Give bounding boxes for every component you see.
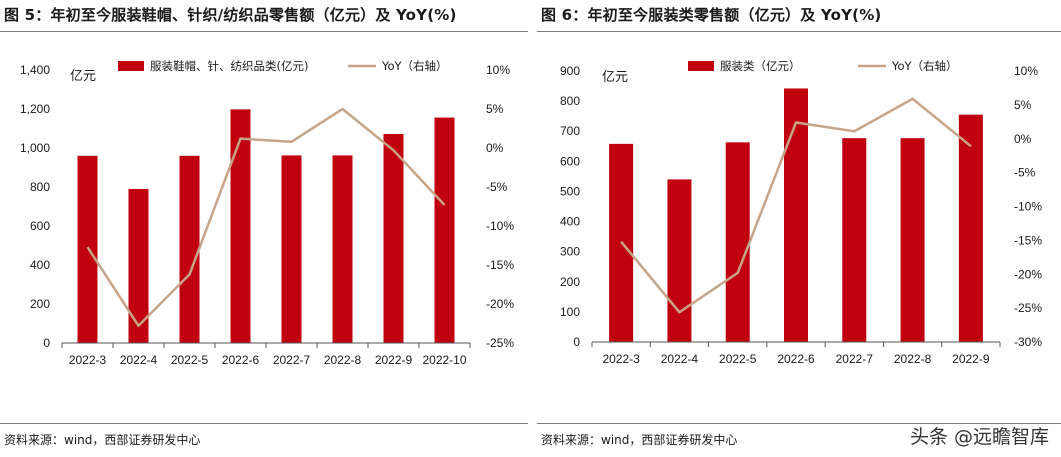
y-tick-label: 900 <box>560 64 580 78</box>
y-tick-label: 600 <box>30 219 50 233</box>
chart-source: 资料来源：wind，西部证券研发中心 <box>4 433 201 447</box>
y-tick-label: 600 <box>560 154 580 168</box>
yoy-series-line <box>86 107 446 328</box>
bottom-rule <box>0 423 528 424</box>
x-tick-label: 2022-7 <box>273 353 311 367</box>
legend-bar-swatch <box>118 61 144 71</box>
bar <box>725 142 750 342</box>
x-tick-label: 2022-5 <box>171 353 209 367</box>
y-tick-label: 400 <box>560 215 580 229</box>
chart-figure-5: 服装鞋帽、针、纺织品类(亿元) YoY（右轴） 亿元 0 200 400 600 800 1,0… <box>20 59 514 367</box>
chart-source: 资料来源：wind，西部证券研发中心 <box>541 433 738 447</box>
y-tick-label: 0 <box>43 336 50 350</box>
x-tick-label: 2022-3 <box>602 352 640 366</box>
bar <box>434 117 455 343</box>
x-tick-label: 2022-3 <box>69 353 107 367</box>
x-tick-label: 2022-9 <box>375 353 413 367</box>
y-tick-label: 1,000 <box>20 141 50 155</box>
bar <box>667 179 692 342</box>
y2-tick-label: 0% <box>1014 132 1032 146</box>
x-tick-label: 2022-9 <box>952 352 990 366</box>
y-tick-label: 500 <box>560 184 580 198</box>
x-tick-label: 2022-10 <box>422 353 466 367</box>
y2-tick-label: -25% <box>1014 301 1042 315</box>
bar <box>784 88 808 342</box>
y-tick-label: 0 <box>573 335 580 349</box>
x-tick-label: 2022-8 <box>894 352 932 366</box>
y2-tick-label: -20% <box>486 297 514 311</box>
top-rule <box>0 31 528 32</box>
x-tick-label: 2022-4 <box>120 353 158 367</box>
legend-line-label: YoY（右轴） <box>891 59 958 73</box>
y-tick-label: 100 <box>560 305 580 319</box>
bar <box>383 133 404 343</box>
y-tick-label: 800 <box>30 180 50 194</box>
x-tick-label: 2022-6 <box>222 353 260 367</box>
chart-title: 图 6：年初至今服装类零售额（亿元）及 YoY(%) <box>541 6 882 24</box>
watermark-text: 头条 @远瞻智库 <box>909 426 1049 448</box>
y2-tick-label: -15% <box>486 258 514 272</box>
y2-tick-label: -25% <box>486 336 514 350</box>
x-tick-label: 2022-6 <box>777 352 815 366</box>
bottom-rule <box>537 423 1061 424</box>
legend-bar-swatch <box>688 61 714 71</box>
x-tick-label: 2022-7 <box>836 352 874 366</box>
y2-tick-label: -5% <box>486 180 508 194</box>
y2-tick-label: 10% <box>1014 64 1038 78</box>
y2-tick-label: -5% <box>1014 166 1036 180</box>
legend-bar-label: 服装鞋帽、针、纺织品类(亿元) <box>150 59 308 73</box>
bar <box>128 188 149 343</box>
x-tick-label: 2022-5 <box>719 352 757 366</box>
legend-line-label: YoY（右轴） <box>381 59 448 73</box>
y2-tick-label: 5% <box>486 102 504 116</box>
y-tick-label: 300 <box>560 245 580 259</box>
legend-bar-label: 服装类（亿元） <box>720 59 801 73</box>
y-tick-label: 1,400 <box>20 63 50 77</box>
y2-tick-label: 10% <box>486 63 510 77</box>
chart-panel-figure-5: 图 5：年初至今服装鞋帽、针织/纺织品零售额（亿元）及 YoY(%) 服装鞋帽、… <box>0 0 528 457</box>
y2-tick-label: 0% <box>486 141 504 155</box>
y2-tick-label: -10% <box>486 219 514 233</box>
x-tick-label: 2022-4 <box>661 352 699 366</box>
bar <box>842 138 867 342</box>
y2-tick-label: 5% <box>1014 98 1032 112</box>
y-axis-unit: 亿元 <box>70 69 96 84</box>
y-axis-unit: 亿元 <box>602 70 628 85</box>
x-tick-label: 2022-8 <box>324 353 362 367</box>
y2-tick-label: -15% <box>1014 233 1042 247</box>
bar <box>77 155 98 343</box>
y-tick-label: 700 <box>560 124 580 138</box>
chart-panel-figure-6: 图 6：年初至今服装类零售额（亿元）及 YoY(%) 服装类（亿元） YoY（右轴… <box>537 0 1061 457</box>
y-tick-label: 400 <box>30 258 50 272</box>
bar <box>332 155 353 343</box>
y-tick-label: 800 <box>560 94 580 108</box>
y-tick-label: 1,200 <box>20 102 50 116</box>
bar <box>179 155 200 343</box>
y2-tick-label: -20% <box>1014 267 1042 281</box>
top-rule <box>537 31 1061 32</box>
y2-tick-label: -30% <box>1014 335 1042 349</box>
bar <box>900 138 925 342</box>
y-tick-label: 200 <box>30 297 50 311</box>
bar <box>958 114 983 343</box>
y2-tick-label: -10% <box>1014 200 1042 214</box>
bar <box>281 155 302 343</box>
chart-title: 图 5：年初至今服装鞋帽、针织/纺织品零售额（亿元）及 YoY(%) <box>4 6 457 24</box>
y-tick-label: 200 <box>560 275 580 289</box>
bar <box>230 109 251 343</box>
chart-figure-6: 服装类（亿元） YoY（右轴） 亿元 0 100 200 300 400 500 600 700 80… <box>560 59 1042 366</box>
